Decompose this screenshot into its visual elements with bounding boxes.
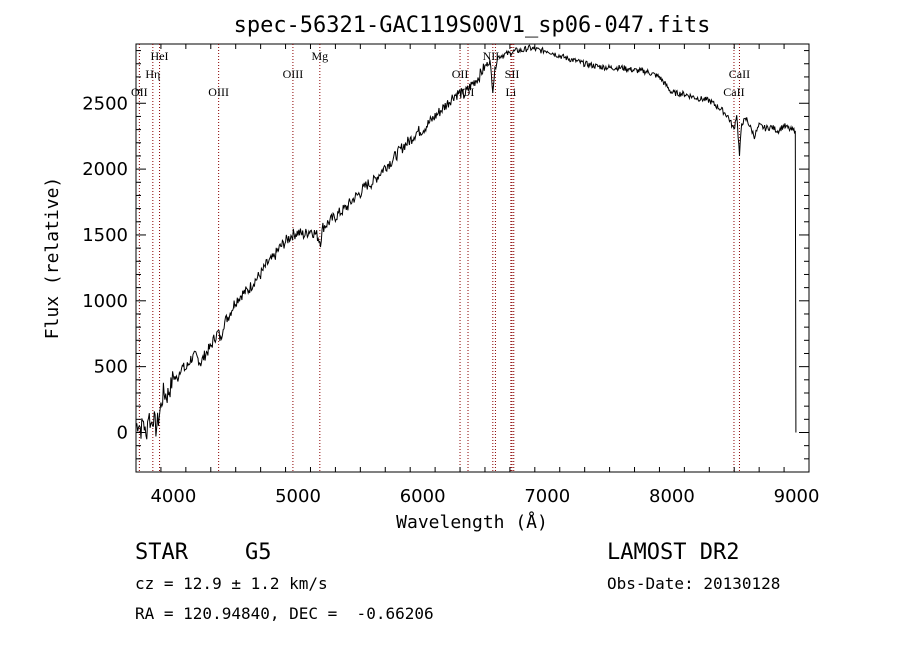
y-axis-label: Flux (relative) xyxy=(42,177,63,340)
line-label: Hη xyxy=(145,67,160,81)
x-tick-label: 9000 xyxy=(774,486,820,507)
line-label: Mg xyxy=(311,49,328,63)
spectrum-line xyxy=(135,44,797,440)
y-tick-label: 0 xyxy=(117,422,128,443)
obs-date-label: Obs-Date: 20130128 xyxy=(607,574,781,593)
line-label: CaII xyxy=(729,67,750,81)
x-axis-ticks: 4000 5000 6000 7000 8000 9000 xyxy=(135,44,820,507)
chart-title: spec-56321-GAC119S00V1_sp06-047.fits xyxy=(234,13,711,38)
emission-line-markers xyxy=(138,44,740,472)
line-label: OII xyxy=(131,85,148,99)
line-label: CaII xyxy=(723,85,744,99)
line-label: HeI xyxy=(151,49,169,63)
object-subclass: G5 xyxy=(245,540,272,565)
coordinates-label: RA = 120.94840, DEC = -0.66206 xyxy=(135,604,434,623)
redshift-label: cz = 12.9 ± 1.2 km/s xyxy=(135,574,328,593)
survey-label: LAMOST DR2 xyxy=(607,540,740,565)
line-label: OII xyxy=(452,67,469,81)
x-tick-label: 6000 xyxy=(400,486,446,507)
line-label: OIII xyxy=(283,67,304,81)
object-class: STAR xyxy=(135,540,188,565)
x-tick-label: 7000 xyxy=(524,486,570,507)
y-tick-label: 2500 xyxy=(82,93,128,114)
y-tick-label: 1000 xyxy=(82,291,128,312)
line-label: Li xyxy=(506,85,517,99)
y-tick-label: 1500 xyxy=(82,225,128,246)
y-axis-ticks: 0 500 1000 1500 2000 2500 xyxy=(82,50,809,473)
y-tick-label: 2000 xyxy=(82,159,128,180)
x-tick-label: 5000 xyxy=(275,486,321,507)
line-label: NII xyxy=(483,49,500,63)
x-tick-label: 4000 xyxy=(150,486,196,507)
line-label: OIII xyxy=(208,85,229,99)
line-label: SII xyxy=(505,67,520,81)
y-tick-label: 500 xyxy=(94,357,128,378)
x-axis-label: Wavelength (Å) xyxy=(396,511,548,533)
plot-frame xyxy=(135,43,810,473)
x-tick-label: 8000 xyxy=(649,486,695,507)
